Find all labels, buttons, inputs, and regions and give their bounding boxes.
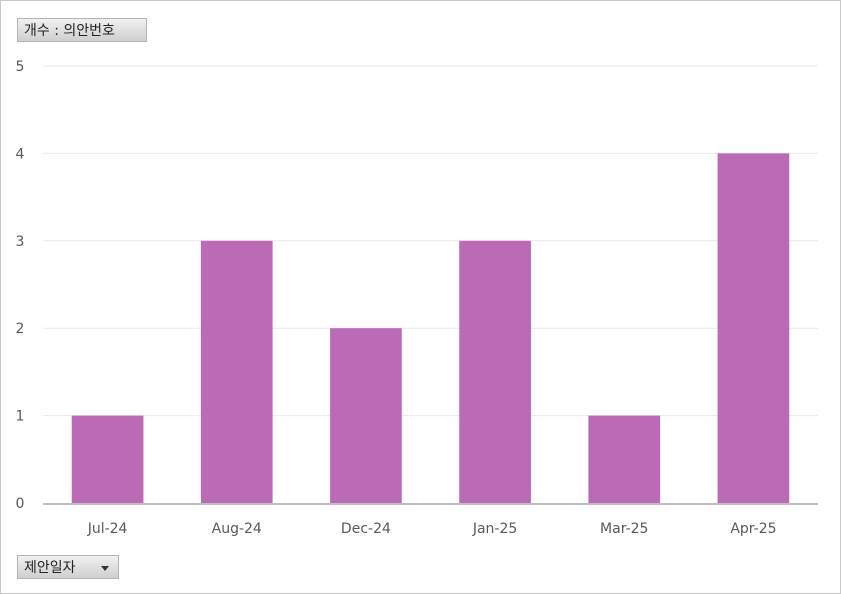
x-tick-label: Dec-24 — [341, 521, 391, 537]
bar[interactable] — [71, 415, 144, 503]
bar[interactable] — [200, 240, 273, 504]
bar[interactable] — [717, 153, 790, 503]
bar[interactable] — [459, 240, 531, 504]
y-tick-label: 1 — [16, 409, 25, 425]
y-tick-label: 3 — [16, 234, 25, 250]
y-tick-label: 4 — [16, 146, 25, 162]
y-tick-label: 2 — [16, 321, 25, 337]
axis-field-button[interactable]: 제안일자 — [17, 555, 119, 579]
dropdown-arrow-icon[interactable] — [101, 566, 109, 571]
bars — [71, 153, 790, 504]
bar[interactable] — [330, 328, 402, 503]
x-tick-label: Mar-25 — [600, 521, 648, 537]
x-tick-label: Jul-24 — [87, 521, 128, 537]
x-tick-label: Apr-25 — [730, 521, 776, 537]
value-field-button[interactable]: 개수 : 의안번호 — [17, 18, 147, 42]
y-tick-label: 0 — [16, 496, 25, 512]
value-field-label: 개수 : 의안번호 — [24, 23, 115, 39]
axis-field-label: 제안일자 — [24, 560, 76, 576]
x-tick-label: Jan-25 — [472, 521, 517, 537]
x-tick-label: Aug-24 — [212, 521, 262, 537]
y-tick-label: 5 — [16, 59, 25, 75]
axes: 0 1 2 3 4 5 Jul-24 Aug-24 Dec-24 Jan-25 Mar-25 Apr-… — [16, 59, 818, 537]
gridlines — [43, 65, 818, 417]
bar[interactable] — [588, 415, 661, 503]
